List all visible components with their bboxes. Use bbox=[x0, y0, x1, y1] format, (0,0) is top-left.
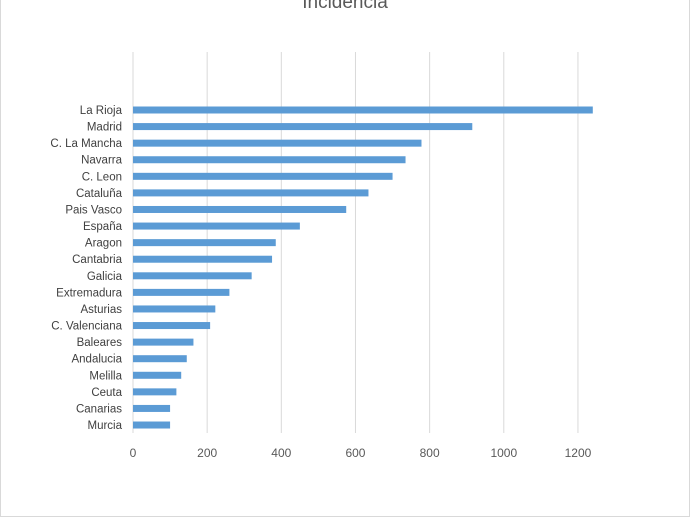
category-label: Cantabria bbox=[72, 254, 122, 266]
category-label: C. Leon bbox=[82, 171, 122, 183]
bar-canarias bbox=[133, 404, 171, 412]
category-label: Navarra bbox=[81, 155, 123, 167]
category-label: Asturias bbox=[80, 304, 122, 316]
category-label: Melilla bbox=[89, 370, 122, 382]
bar-galicia bbox=[133, 272, 252, 280]
category-label: Aragon bbox=[85, 238, 122, 250]
x-tick-label: 200 bbox=[197, 446, 217, 460]
bar-c-la-mancha bbox=[133, 139, 422, 147]
bar-murcia bbox=[133, 421, 171, 429]
bar-c-valenciana bbox=[133, 322, 211, 330]
category-label: C. La Mancha bbox=[50, 138, 122, 150]
bar-la-rioja bbox=[133, 106, 593, 114]
bar-cataluña bbox=[133, 189, 369, 197]
x-tick-label: 800 bbox=[420, 446, 440, 460]
bar-pais-vasco bbox=[133, 205, 347, 213]
category-labels: La Rioja Madrid C. La Mancha Navarra C. Leon… bbox=[50, 105, 122, 432]
category-label: Galicia bbox=[87, 271, 123, 283]
chart-title: Incidencia bbox=[302, 0, 388, 13]
x-tick-label: 1000 bbox=[490, 446, 517, 460]
bar-andalucia bbox=[133, 355, 187, 363]
category-label: Extremadura bbox=[56, 287, 122, 299]
x-tick-label: 600 bbox=[345, 446, 365, 460]
category-label: Cataluña bbox=[76, 188, 123, 200]
x-tick-labels: 0 200 400 600 800 1000 1200 bbox=[130, 446, 592, 460]
category-label: España bbox=[83, 221, 123, 233]
category-label: La Rioja bbox=[80, 105, 123, 117]
category-label: Murcia bbox=[87, 420, 122, 432]
bar-madrid bbox=[133, 123, 473, 131]
category-label: Ceuta bbox=[91, 387, 122, 399]
bar-extremadura bbox=[133, 288, 230, 296]
category-label: Canarias bbox=[76, 403, 122, 415]
category-label: Madrid bbox=[87, 122, 122, 134]
bar-aragon bbox=[133, 239, 276, 247]
x-tick-label: 1200 bbox=[565, 446, 592, 460]
bar-baleares bbox=[133, 338, 194, 346]
x-tick-label: 0 bbox=[130, 446, 137, 460]
bar-cantabria bbox=[133, 255, 273, 263]
bar-navarra bbox=[133, 156, 406, 164]
category-label: Andalucia bbox=[71, 354, 122, 366]
bar-melilla bbox=[133, 371, 182, 379]
bar-ceuta bbox=[133, 388, 177, 396]
category-label: Pais Vasco bbox=[65, 204, 122, 216]
bar-asturias bbox=[133, 305, 216, 313]
category-label: Baleares bbox=[77, 337, 123, 349]
x-tick-label: 400 bbox=[271, 446, 291, 460]
bar-c-leon bbox=[133, 172, 393, 180]
category-label: C. Valenciana bbox=[51, 321, 122, 333]
bars bbox=[133, 106, 593, 429]
bar-españa bbox=[133, 222, 300, 230]
